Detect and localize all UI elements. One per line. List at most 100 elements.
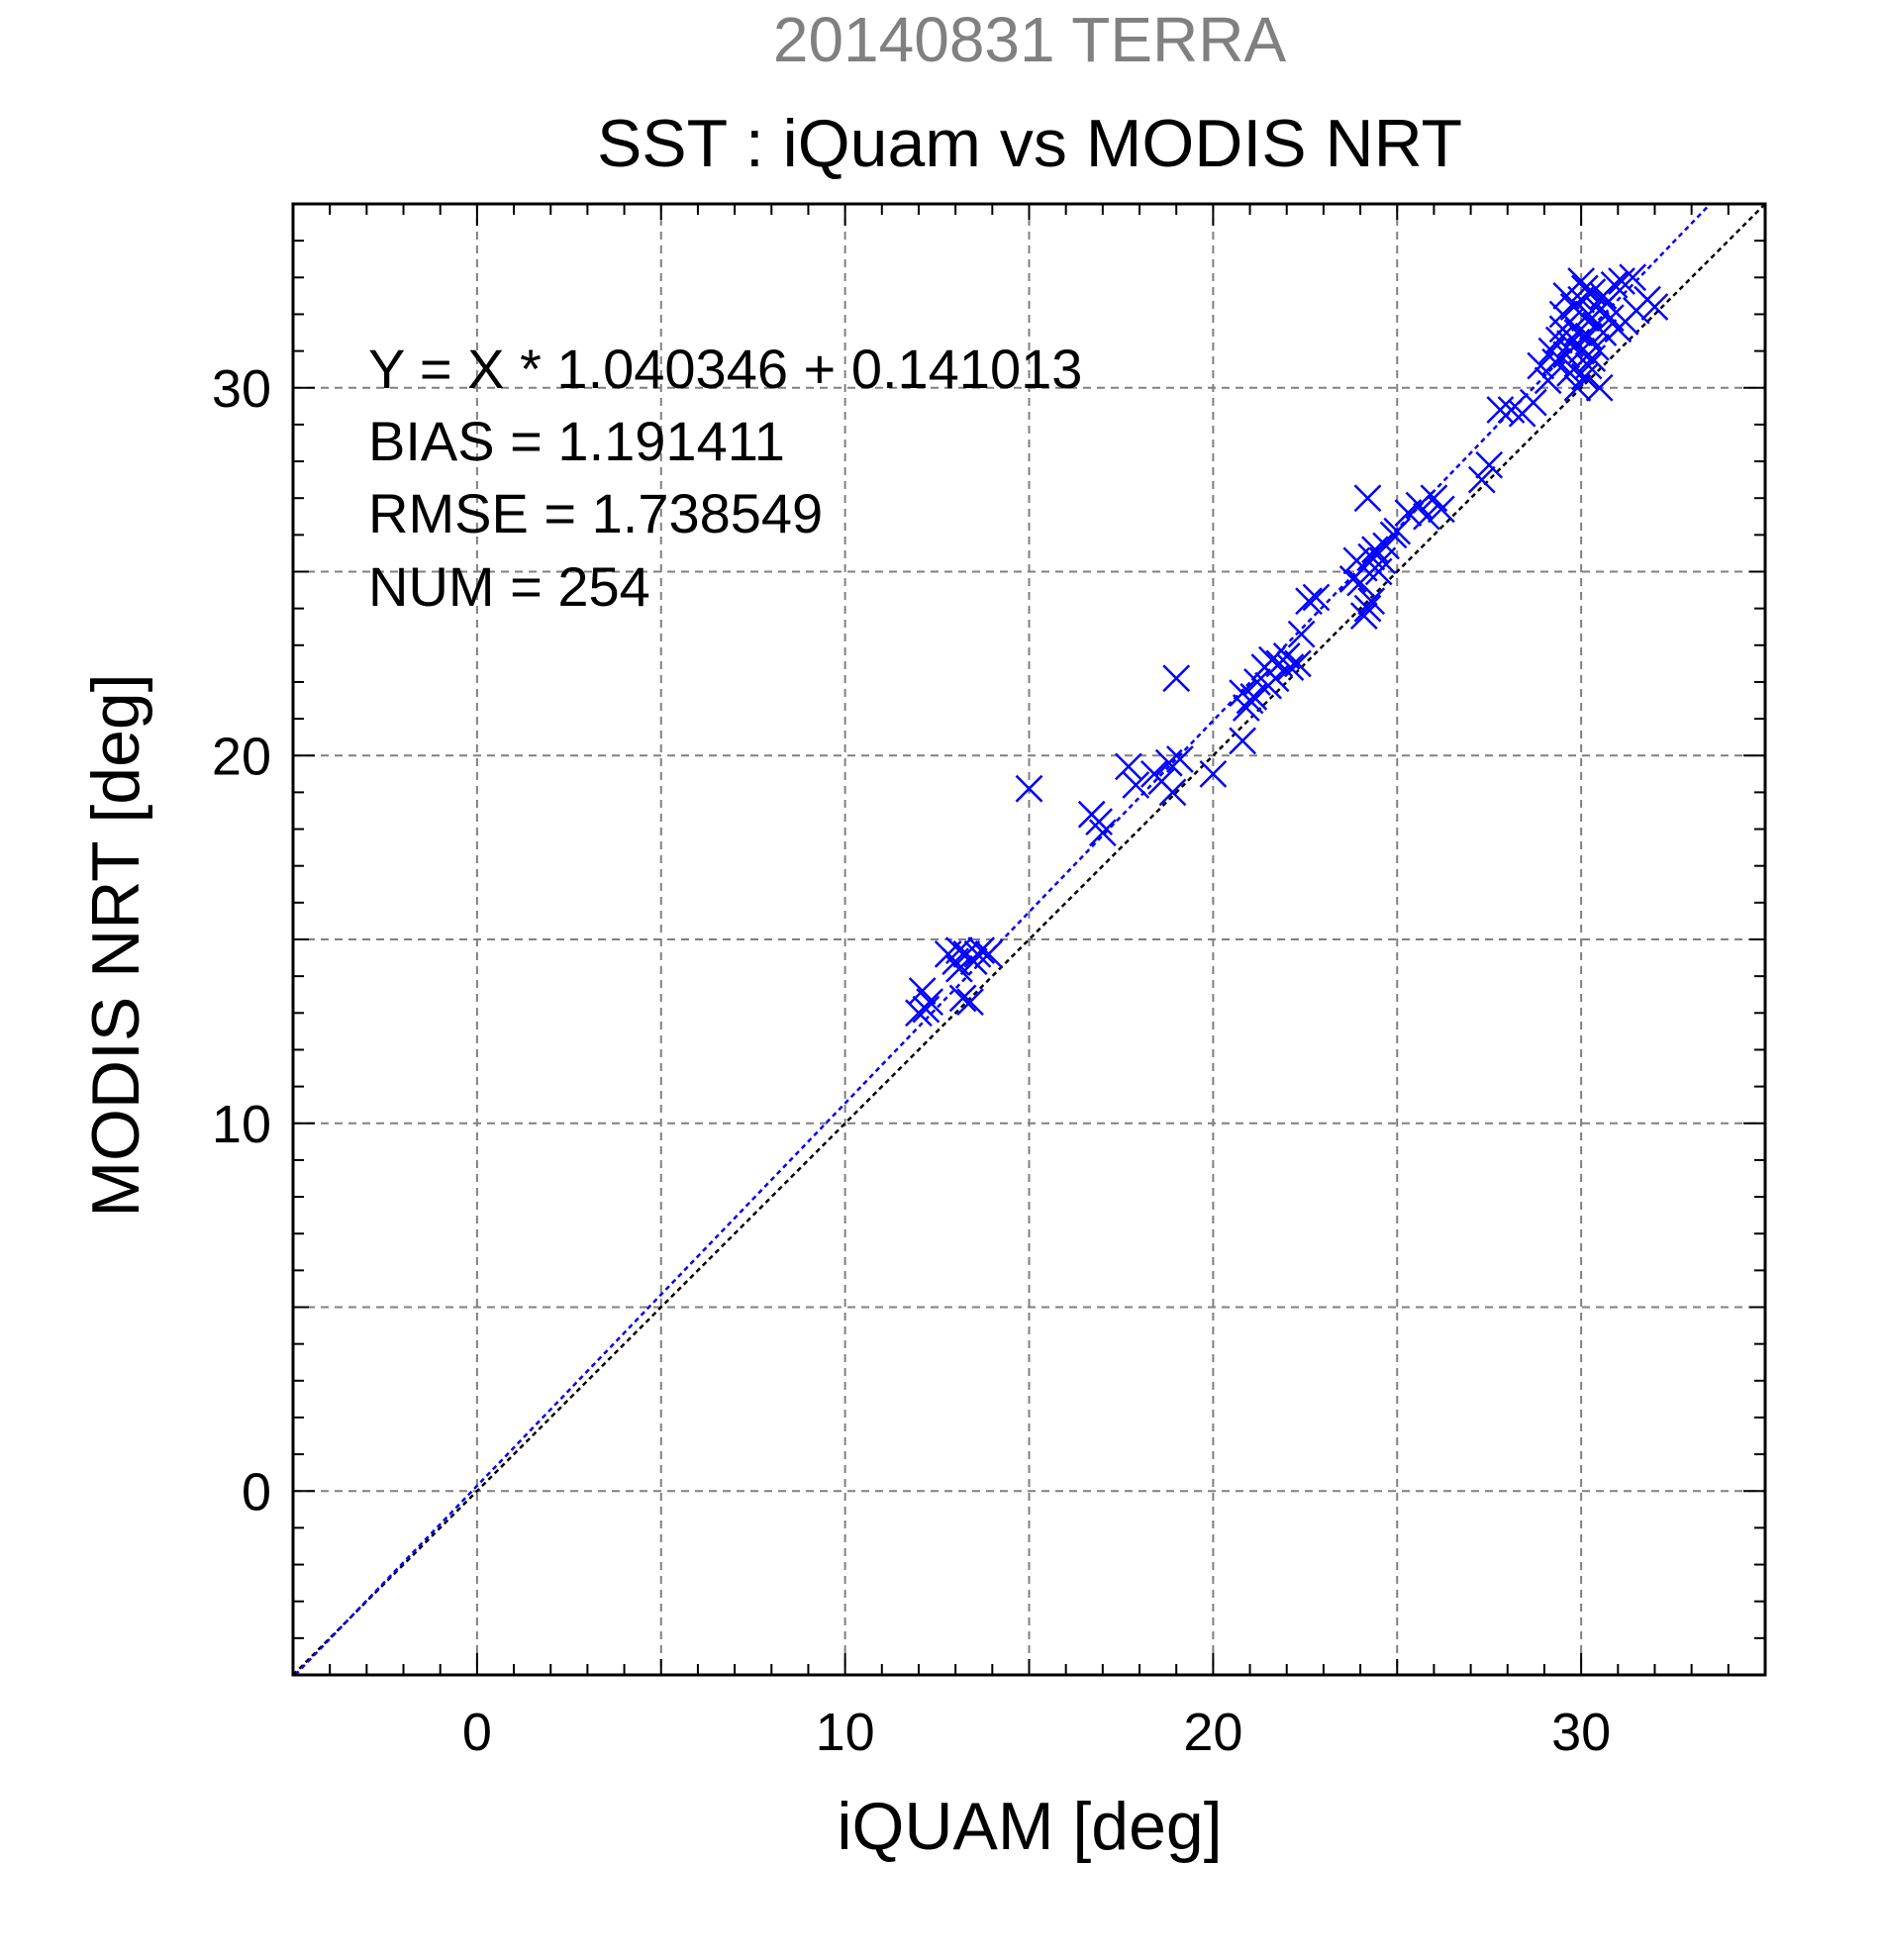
data-point-stroke	[1357, 542, 1386, 571]
stats-annotation: Y = X * 1.040346 + 0.141013 BIAS = 1.191…	[368, 338, 1082, 618]
data-point	[1467, 465, 1496, 494]
data-point-stroke	[1357, 587, 1386, 616]
y-tick-label: 0	[242, 1462, 271, 1521]
data-point	[1567, 267, 1596, 295]
x-tick-label: 0	[462, 1703, 492, 1762]
data-point-stroke	[916, 988, 944, 1017]
data-point	[1475, 450, 1504, 479]
data-point-stroke	[908, 977, 937, 1005]
data-point	[1243, 668, 1271, 696]
data-point-stroke	[1596, 304, 1625, 333]
data-point-stroke	[944, 954, 973, 983]
data-point-stroke	[1570, 362, 1599, 391]
data-point-stroke	[1563, 330, 1592, 358]
data-point-stroke	[1383, 517, 1412, 545]
data-point-stroke	[1534, 366, 1562, 395]
data-point-stroke	[974, 939, 1003, 968]
data-point-stroke	[1593, 289, 1622, 318]
data-point-stroke	[1574, 351, 1603, 380]
data-point	[1349, 602, 1378, 630]
y-tick-label: 30	[212, 359, 271, 419]
data-point	[1383, 517, 1412, 545]
data-point	[1166, 745, 1194, 773]
data-point	[1357, 542, 1386, 571]
data-point-stroke	[1166, 745, 1194, 773]
data-point-stroke	[1475, 450, 1504, 479]
data-point-stroke	[1283, 649, 1312, 678]
data-point	[1162, 664, 1191, 693]
data-point-stroke	[1353, 484, 1382, 513]
plot-frame	[291, 202, 1767, 1677]
y-tick-label: 10	[212, 1095, 271, 1154]
data-point	[967, 936, 996, 965]
data-point-stroke	[967, 936, 996, 965]
data-point	[1548, 300, 1577, 329]
data-point	[1556, 359, 1584, 387]
fit-equation: Y = X * 1.040346 + 0.141013	[368, 338, 1082, 400]
data-point-stroke	[1567, 267, 1596, 295]
data-point	[1585, 373, 1614, 402]
data-point-stroke	[1364, 557, 1393, 586]
data-point-stroke	[1585, 373, 1614, 402]
data-point-stroke	[1295, 587, 1323, 616]
data-point	[1534, 366, 1562, 395]
y-axis-label: MODIS NRT [deg]	[78, 673, 153, 1217]
data-point	[1640, 293, 1669, 321]
data-point	[1413, 502, 1440, 531]
data-point-stroke	[1640, 293, 1669, 321]
data-point	[1364, 557, 1393, 586]
data-point-stroke	[1486, 396, 1515, 424]
data-point	[1158, 778, 1187, 807]
data-point	[1088, 819, 1117, 847]
data-point	[1582, 334, 1610, 361]
data-point-stroke	[1548, 300, 1577, 329]
data-point-stroke	[1556, 359, 1584, 387]
data-point-stroke	[1229, 727, 1256, 755]
data-points	[905, 263, 1669, 1028]
reference-lines	[292, 203, 1766, 1676]
tick-labels: 0 10 20 30 0 10 20 30	[212, 359, 1611, 1762]
data-point-stroke	[1570, 274, 1599, 303]
data-point	[1085, 808, 1114, 836]
data-point-stroke	[1088, 819, 1117, 847]
data-point	[1276, 653, 1305, 681]
data-point-stroke	[1015, 774, 1043, 803]
data-point-stroke	[1114, 752, 1142, 781]
chart-subtitle: SST : iQuam vs MODIS NRT	[597, 106, 1462, 181]
data-point-stroke	[1427, 495, 1455, 524]
data-point	[1574, 351, 1603, 380]
data-point	[974, 939, 1003, 968]
data-point	[1544, 326, 1573, 354]
data-point-stroke	[1563, 319, 1592, 346]
data-point	[1563, 319, 1592, 346]
data-point-stroke	[1578, 344, 1607, 372]
data-point	[1519, 388, 1547, 417]
data-point-stroke	[912, 995, 940, 1024]
chart-title: 20140831 TERRA	[773, 4, 1287, 75]
num-value: NUM = 254	[368, 555, 650, 618]
data-point	[1486, 396, 1515, 424]
data-point-stroke	[948, 984, 977, 1013]
data-point-stroke	[1199, 759, 1228, 788]
data-point-stroke	[1497, 396, 1526, 424]
data-point-stroke	[1272, 642, 1301, 670]
data-point-stroke	[1162, 664, 1191, 693]
data-point-stroke	[1413, 502, 1440, 531]
data-point	[1589, 281, 1618, 310]
minor-tick-marks	[292, 203, 1766, 1676]
data-point	[1199, 759, 1228, 788]
x-tick-label: 20	[1183, 1703, 1242, 1762]
data-point	[1283, 649, 1312, 678]
data-point	[1497, 396, 1526, 424]
data-point	[1563, 330, 1592, 358]
data-point	[944, 954, 973, 983]
data-point	[1287, 620, 1316, 648]
data-point	[1122, 771, 1150, 799]
data-point	[1353, 484, 1382, 513]
data-point-stroke	[1420, 484, 1448, 513]
data-point	[1295, 587, 1323, 616]
y-tick-label: 20	[212, 727, 271, 786]
data-point	[1302, 583, 1331, 612]
data-point	[916, 988, 944, 1017]
